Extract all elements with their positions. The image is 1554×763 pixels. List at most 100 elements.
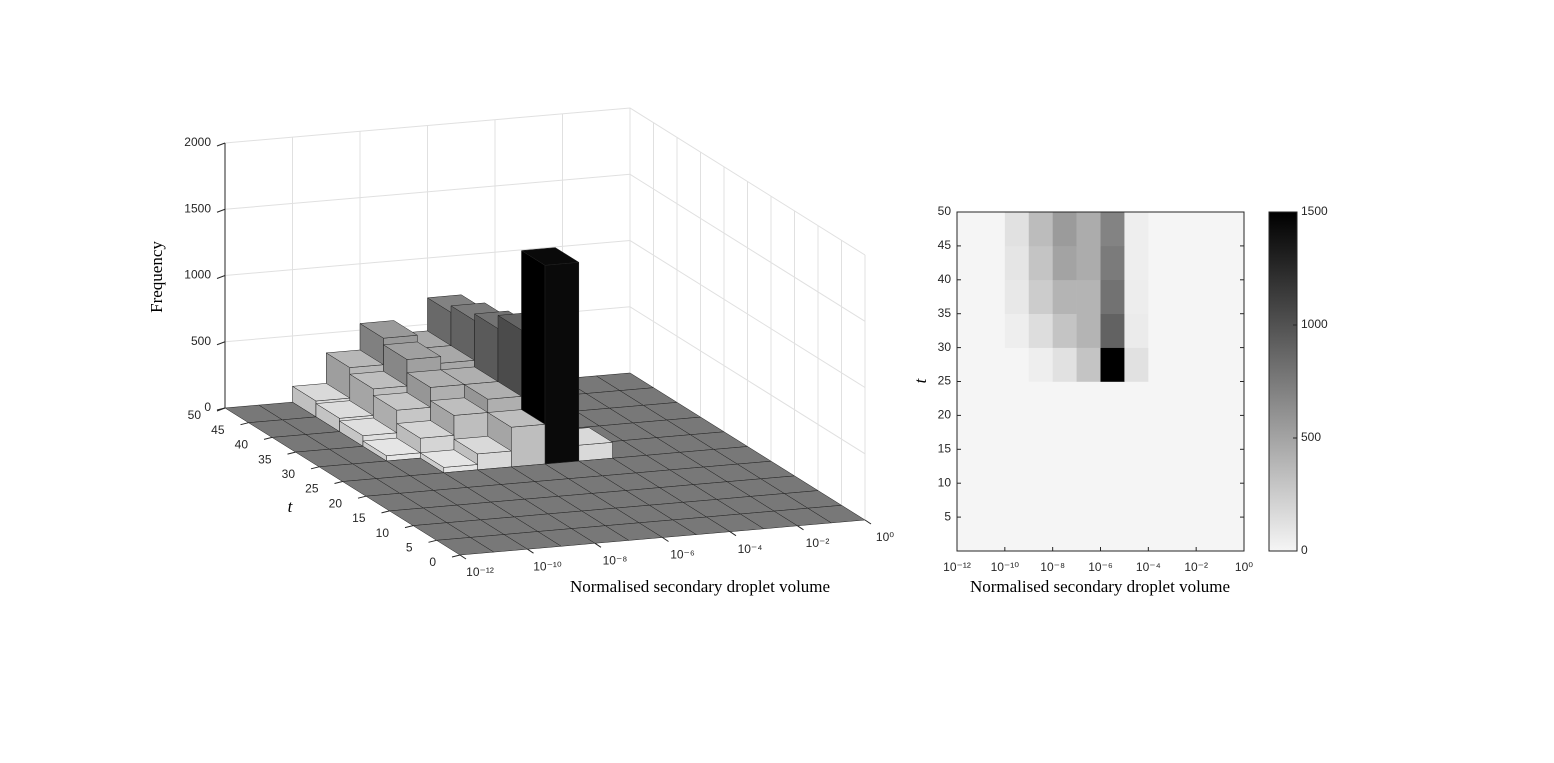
y-tick [287,451,296,455]
heat-cell [1172,517,1197,552]
y-tick-label: 10 [376,526,390,540]
heat-cell [1124,313,1149,348]
heat-cell [1148,483,1173,518]
heat-cell [1052,381,1077,416]
heat-cell [1220,279,1245,314]
x-tick-label: 10⁻⁴ [1136,560,1161,574]
heat-cell [980,279,1006,314]
heat-cell [1124,517,1149,552]
heat-cell [1220,517,1245,552]
x-tick-label: 10⁰ [876,530,894,544]
heat-cell [1076,245,1101,281]
heat-cell [957,483,982,518]
x-tick [797,525,804,531]
heat-cell [1148,517,1173,552]
bar-top [429,397,489,416]
heat-cell [957,279,982,314]
heat-cell [1172,483,1197,518]
heat-cell [1196,212,1221,247]
heat-cell [957,381,982,416]
x-tick-label: 10⁻¹² [466,565,494,579]
heat-cell [1076,381,1101,416]
bar-top [338,417,398,436]
heat-cell [957,313,982,348]
colorbar-tick-label: 500 [1301,430,1321,444]
y-tick-label: 0 [429,555,436,569]
heat-cell [1052,279,1077,314]
heat-cell [1196,313,1221,348]
heat-cell [1076,313,1101,348]
x-tick-label: 10⁻⁸ [603,554,628,568]
x-tick-label: 10⁻¹⁰ [533,559,562,573]
heat-cell [1220,212,1245,247]
y-tick-label: 50 [938,204,952,218]
heat-cell [957,415,982,450]
y-tick-label: 50 [188,408,202,422]
bar-front [544,262,580,465]
x-tick [527,548,534,554]
z-tick [216,275,226,279]
z-tick-label: 1000 [184,268,211,282]
heat-cell [1004,415,1030,450]
heat-cell [1148,347,1173,382]
x-tick-label: 10⁻⁶ [1088,560,1113,574]
bar-front [511,424,546,468]
bar-front [578,442,613,462]
y-tick-label: 30 [282,467,296,481]
heat-cell [1052,313,1077,348]
heat-cell [1196,279,1221,314]
heat-cell [1004,212,1030,247]
z-tick-label: 0 [204,400,211,414]
heat-cell [1004,449,1030,484]
y-tick [451,554,461,558]
bar-front [477,450,512,471]
y-tick-label: 15 [938,441,952,455]
heat-cell [1172,381,1197,416]
heat-cell [1004,517,1030,552]
y-tick [404,525,414,529]
heat-cell [1148,449,1173,484]
heat-cell [1124,449,1149,484]
y-tick [428,539,437,543]
heat-cell [1124,245,1149,281]
y-tick-label: 40 [235,438,249,452]
x-tick-label: 10⁻¹² [943,560,971,574]
x-tick-label: 10⁻⁶ [670,548,695,562]
heat-cell [1004,245,1030,281]
x-tick-label: 10⁻¹⁰ [991,560,1020,574]
z-axis-label: Frequency [147,241,166,313]
bar-top [406,369,466,388]
bar-top [325,349,385,368]
heat-cell [1196,245,1221,281]
heat-cell [1028,415,1053,450]
y-tick [334,481,343,484]
z-tick [216,208,226,213]
heat-cell [1052,449,1077,484]
y-tick [216,407,226,411]
heat-cell [1148,313,1173,348]
y-tick [240,422,249,426]
heat-cell [1220,449,1245,484]
heat-cell [1052,415,1077,450]
x-tick [662,537,669,542]
heat-cell [1196,449,1221,484]
heat-cell [1076,212,1101,247]
heat-cell [1076,415,1101,450]
heat-cell [1148,279,1173,314]
heat-cell [1100,381,1125,416]
bar-top [362,437,422,456]
heat-cell [980,517,1006,552]
y-axis-label: t [911,377,930,383]
heat-cell [1052,212,1077,247]
heat-cell [1220,483,1245,518]
heat-cell [1028,245,1053,281]
heat-cell [980,415,1006,450]
heat-cell [1220,415,1245,450]
y-tick [263,436,273,440]
colorbar [1268,211,1298,552]
z-tick-label: 2000 [184,135,211,149]
heat-cell [1196,415,1221,450]
heat-cell [1100,517,1125,552]
heat-cell [1028,212,1053,247]
